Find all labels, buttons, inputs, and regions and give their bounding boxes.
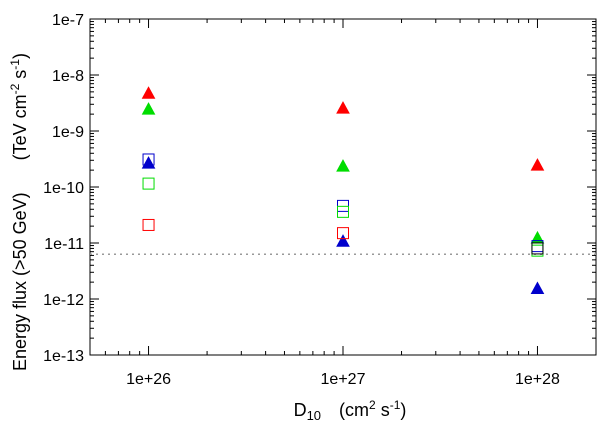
y-tick-label: 1e-8 xyxy=(52,68,84,85)
x-axis-label-unit-sup2: -1 xyxy=(390,398,401,412)
data-point-open-square xyxy=(337,227,349,240)
data-point-filled-triangle xyxy=(336,101,350,114)
plot-border xyxy=(89,18,597,356)
data-point-filled-triangle xyxy=(530,230,545,244)
y-axis-label-unit-open: (TeV cm xyxy=(10,94,30,160)
y-tick-label: 1e-11 xyxy=(44,236,84,253)
x-axis-label-unit-close: ) xyxy=(400,400,406,420)
data-point-open-square xyxy=(142,153,155,166)
data-point-filled-triangle xyxy=(336,234,350,247)
plot-frame xyxy=(89,18,597,356)
x-axis-label-main: D xyxy=(294,400,307,420)
x-tick-label: 1e+26 xyxy=(126,371,171,388)
y-tick-label: 1e-10 xyxy=(43,180,84,197)
y-tick-label: 1e-7 xyxy=(52,12,84,29)
y-axis-label-main: Energy flux (>50 GeV) xyxy=(10,192,30,371)
data-point-filled-triangle xyxy=(530,281,545,295)
data-point-filled-triangle xyxy=(530,158,545,171)
data-point-filled-triangle xyxy=(141,86,156,99)
y-tick-label: 1e-13 xyxy=(43,348,84,365)
x-axis-label-unit-sup1: 2 xyxy=(369,398,376,412)
x-axis-label-sub: 10 xyxy=(307,408,321,423)
x-axis-label-unit-mid: s xyxy=(376,400,390,420)
x-axis-label-unit-open: (cm xyxy=(339,400,369,420)
y-axis-label-unit-mid: s xyxy=(10,70,30,84)
x-axis-label: D10 (cm2 s-1) xyxy=(294,398,407,423)
data-point-filled-triangle xyxy=(141,102,156,115)
data-points xyxy=(141,86,545,295)
x-tick-label: 1e+28 xyxy=(515,371,560,388)
y-axis-label-unit-sup2: -1 xyxy=(8,59,22,70)
data-point-open-square xyxy=(337,205,349,218)
y-tick-label: 1e-12 xyxy=(43,292,84,309)
axis-ticks: 1e-13 1e-12 1e-11 1e-10 1e-9 1e-8 1e-7 1e+26 1e+… xyxy=(43,12,597,388)
y-tick-label: 1e-9 xyxy=(52,124,84,141)
data-point-open-square xyxy=(142,218,155,231)
y-axis-label-unit-sup1: -2 xyxy=(8,83,22,94)
y-axis-label: Energy flux (>50 GeV) (TeV cm-2 s-1) xyxy=(8,53,30,371)
data-point-filled-triangle xyxy=(141,156,156,169)
x-tick-label: 1e+27 xyxy=(321,371,366,388)
y-axis-label-unit-close: ) xyxy=(10,53,30,59)
data-point-open-square xyxy=(142,177,155,190)
data-point-open-square xyxy=(531,242,544,255)
data-point-filled-triangle xyxy=(336,159,350,172)
